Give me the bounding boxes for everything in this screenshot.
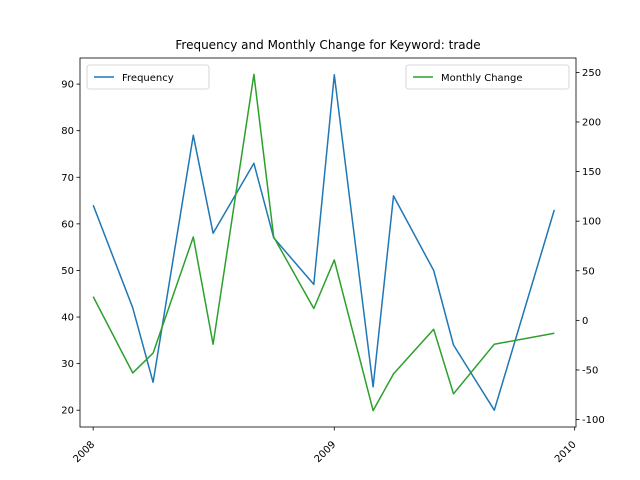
left-y-tick-label: 80 <box>61 126 74 137</box>
right-y-tick-label: 100 <box>582 217 601 228</box>
left-y-tick-label: 40 <box>61 313 74 324</box>
right-y-tick-label: -50 <box>582 365 598 376</box>
left-y-tick-label: 20 <box>61 406 74 417</box>
right-y-tick-label: 150 <box>582 167 601 178</box>
x-tick-label: 2008 <box>72 439 98 465</box>
x-axis: 2008 2009 2010 <box>72 427 579 465</box>
right-y-tick-label: -100 <box>582 415 605 426</box>
series-line-frequency <box>92 74 556 411</box>
legend-label: Frequency <box>122 73 174 84</box>
left-y-tick-label: 50 <box>61 266 74 277</box>
right-y-tick-label: 250 <box>582 68 601 79</box>
left-y-tick-label: 90 <box>61 80 74 91</box>
chart-title: Frequency and Monthly Change for Keyword… <box>175 38 480 52</box>
legend-box <box>86 64 210 90</box>
legend-label: Monthly Change <box>441 73 523 84</box>
left-y-axis: 20 30 40 50 60 70 80 90 <box>61 80 80 417</box>
right-y-axis: -100 -50 0 50 100 150 200 250 <box>576 68 605 426</box>
legend-frequency: Frequency <box>86 64 210 90</box>
series-layer <box>92 73 556 412</box>
series-line-monthly-change <box>92 73 555 412</box>
left-y-tick-label: 60 <box>61 219 74 230</box>
x-tick-label: 2009 <box>313 439 339 465</box>
legend-box <box>405 64 570 90</box>
x-tick-label: 2010 <box>553 439 579 465</box>
plot-frame <box>79 57 577 428</box>
left-y-tick-label: 70 <box>61 173 74 184</box>
right-y-tick-label: 0 <box>582 316 588 327</box>
right-y-tick-label: 200 <box>582 117 601 128</box>
left-y-tick-label: 30 <box>61 359 74 370</box>
right-y-tick-label: 50 <box>582 266 595 277</box>
legend-monthly-change: Monthly Change <box>405 64 570 90</box>
